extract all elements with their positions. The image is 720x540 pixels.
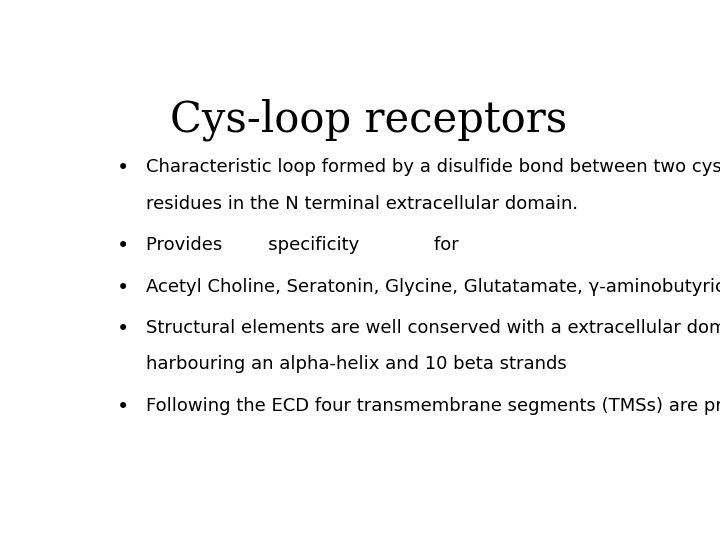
- Text: Characteristic loop formed by a disulfide bond between two cysteine: Characteristic loop formed by a disulfid…: [145, 158, 720, 177]
- Text: •: •: [117, 278, 130, 298]
- Text: •: •: [117, 319, 130, 339]
- Text: Following the ECD four transmembrane segments (TMSs) are present.: Following the ECD four transmembrane seg…: [145, 397, 720, 415]
- Text: •: •: [117, 397, 130, 417]
- Text: harbouring an alpha-helix and 10 beta strands: harbouring an alpha-helix and 10 beta st…: [145, 355, 567, 374]
- Text: residues in the N terminal extracellular domain.: residues in the N terminal extracellular…: [145, 194, 578, 213]
- Text: Acetyl Choline, Seratonin, Glycine, Glutatamate, γ-aminobutyric acid: Acetyl Choline, Seratonin, Glycine, Glut…: [145, 278, 720, 296]
- Text: Cys-loop receptors: Cys-loop receptors: [171, 98, 567, 140]
- Text: •: •: [117, 158, 130, 178]
- Text: Provides        specificity             for: Provides specificity for: [145, 236, 459, 254]
- Text: •: •: [117, 236, 130, 256]
- Text: Structural elements are well conserved with a extracellular domain (ECD): Structural elements are well conserved w…: [145, 319, 720, 338]
